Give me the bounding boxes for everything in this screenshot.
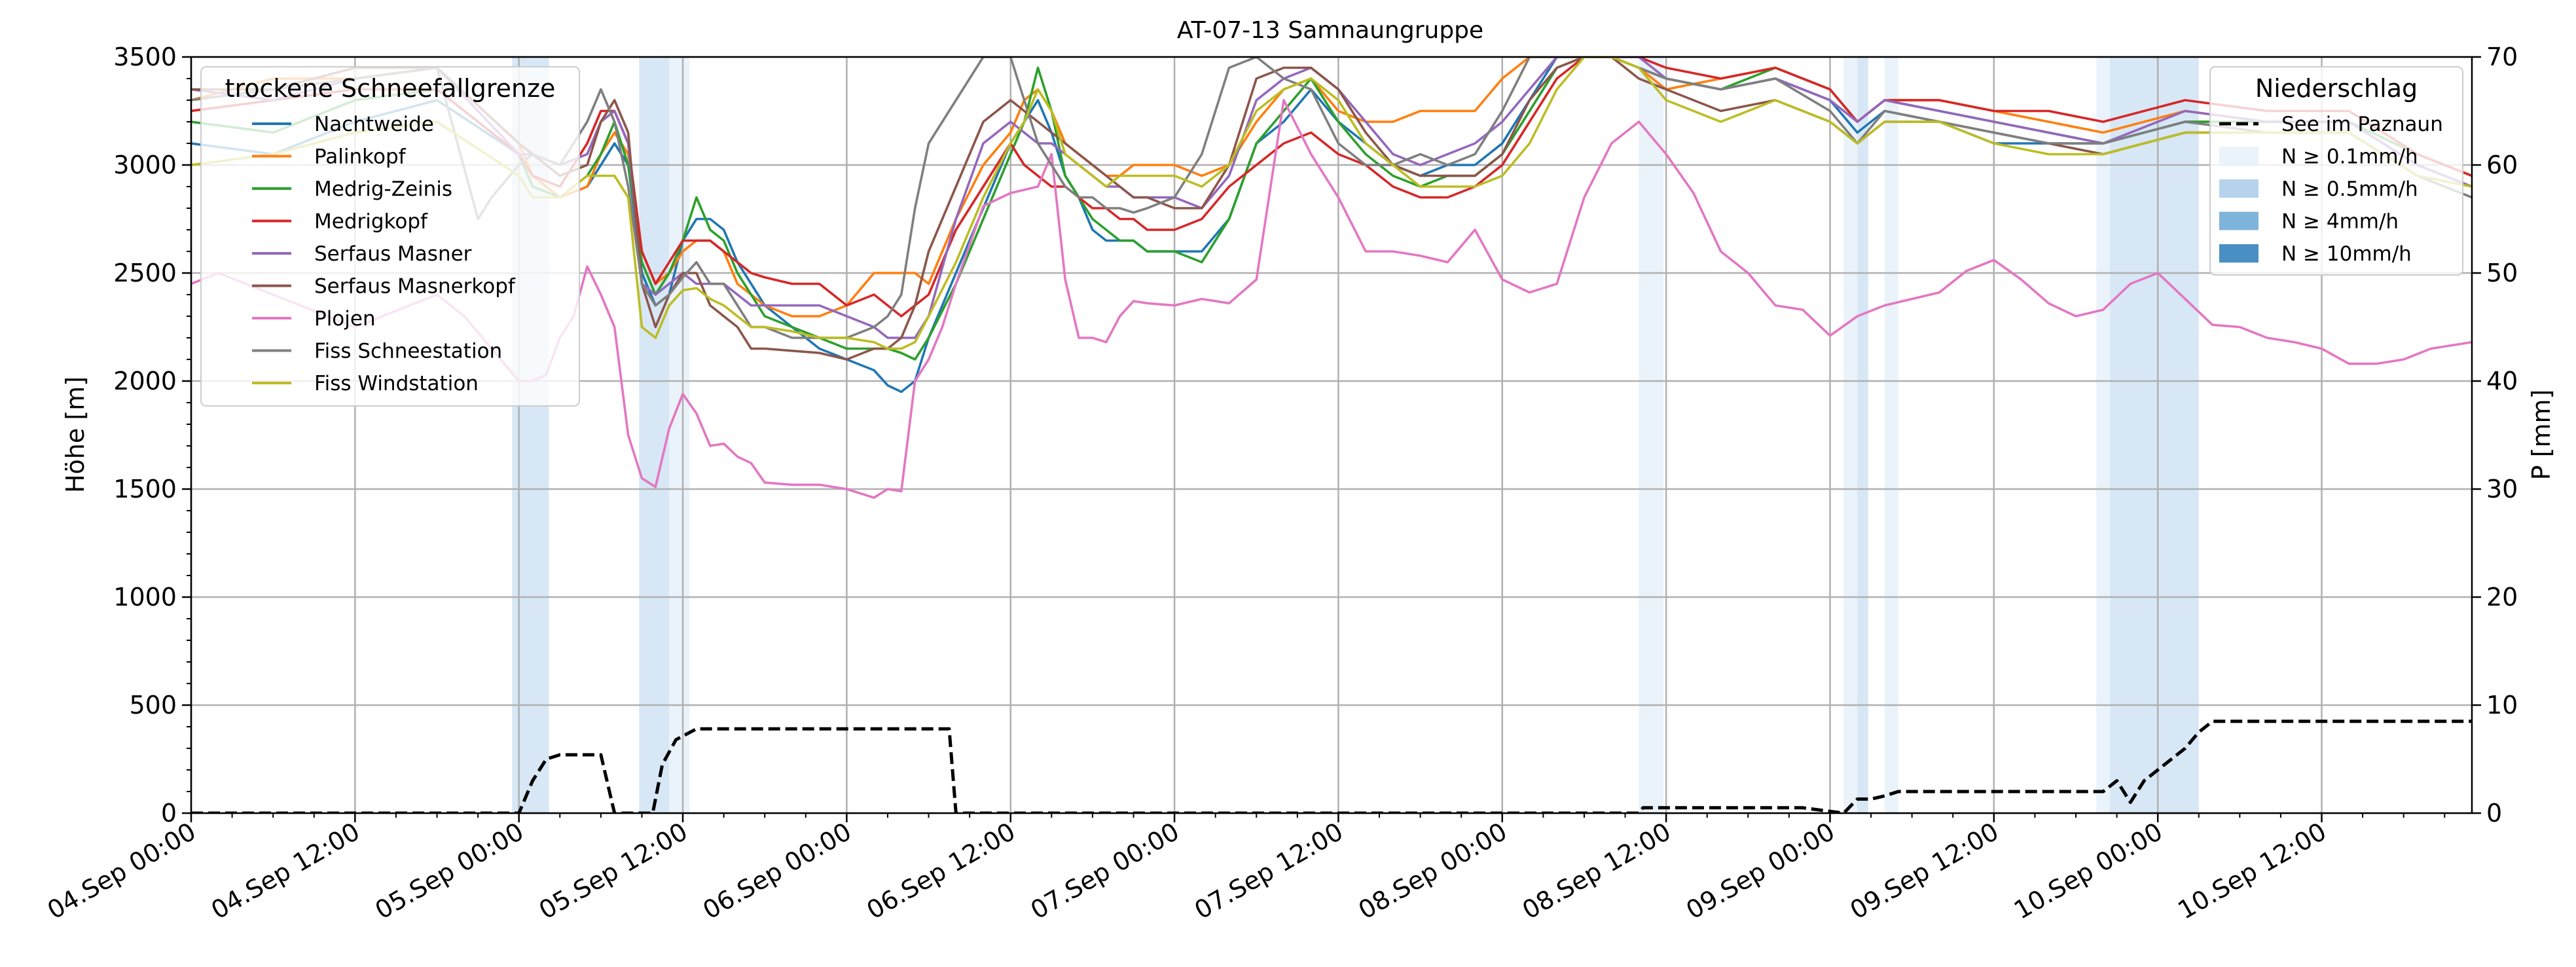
- legend-label: Serfaus Masner: [314, 242, 472, 266]
- y-tick-label: 1500: [113, 475, 177, 503]
- y2-tick-label: 30: [2486, 475, 2518, 503]
- x-tick-label: 07.Sep 12:00: [1189, 817, 1348, 925]
- series-line-medrig-zeinis: [191, 57, 2472, 361]
- x-tick-label: 04.Sep 00:00: [43, 817, 201, 925]
- legend-swatch: [2219, 147, 2259, 166]
- y-tick-label: 0: [161, 799, 177, 828]
- y-axis-label: Höhe [m]: [61, 376, 90, 493]
- y2-tick-label: 10: [2486, 691, 2518, 720]
- legend-label: Plojen: [314, 307, 376, 331]
- precipitation-bands: [512, 57, 2199, 813]
- y-tick-label: 2000: [113, 367, 177, 395]
- x-tick-label: 08.Sep 00:00: [1354, 817, 1512, 925]
- y-tick-label: 3000: [113, 151, 177, 179]
- x-tick-label: 10.Sep 12:00: [2173, 817, 2331, 925]
- precip-band-4: [1843, 57, 1858, 813]
- y2-tick-label: 0: [2486, 799, 2502, 828]
- x-tick-label: 05.Sep 00:00: [371, 817, 529, 925]
- y2-axis-label: P [mm]: [2527, 390, 2556, 481]
- precip-band-3: [1639, 57, 1663, 813]
- y-axis-right: 0 10 20 30 40 50 60 70: [2472, 43, 2518, 828]
- x-tick-label: 05.Sep 12:00: [534, 817, 693, 925]
- legend-right-title: Niederschlag: [2255, 74, 2418, 103]
- legend-swatch: [2219, 244, 2259, 263]
- legend-label: Palinkopf: [314, 145, 407, 169]
- legend-label: N ≥ 10mm/h: [2281, 242, 2412, 266]
- x-tick-label: 06.Sep 00:00: [698, 817, 856, 925]
- y-tick-label: 2500: [113, 259, 177, 287]
- x-tick-label: 04.Sep 12:00: [206, 817, 365, 925]
- precip-band-6: [1884, 57, 1898, 813]
- x-tick-label: 09.Sep 12:00: [1845, 817, 2004, 925]
- x-tick-label: 09.Sep 00:00: [1681, 817, 1840, 925]
- x-tick-label: 07.Sep 00:00: [1026, 817, 1184, 925]
- precip-band-8: [2110, 57, 2199, 813]
- x-tick-label: 08.Sep 12:00: [1517, 817, 1676, 925]
- series-line-see-im-paznaun: [191, 720, 2472, 813]
- chart-title: AT-07-13 Samnaungruppe: [1177, 17, 1483, 44]
- series-line-plojen: [191, 99, 2472, 500]
- legend-label: Fiss Schneestation: [314, 340, 502, 363]
- legend-label: See im Paznaun: [2281, 113, 2443, 136]
- precip-band-5: [1857, 57, 1868, 813]
- precip-band-7: [2096, 57, 2111, 813]
- series-line-medrigkopf: [191, 57, 2472, 318]
- series-line-fiss-windstation: [191, 57, 2472, 350]
- precip-band-2: [669, 57, 690, 813]
- y2-tick-label: 40: [2486, 367, 2518, 395]
- y2-tick-label: 60: [2486, 151, 2518, 179]
- y2-tick-label: 20: [2486, 583, 2518, 611]
- legend-label: Serfaus Masnerkopf: [314, 275, 516, 299]
- legend-right: Niederschlag See im Paznaun N ≥ 0.1mm/h N …: [2209, 66, 2463, 276]
- legend-label: Nachtweide: [314, 113, 434, 136]
- y2-tick-label: 70: [2486, 43, 2518, 71]
- legend-label: Medrig-Zeinis: [314, 177, 452, 201]
- y2-tick-label: 50: [2486, 259, 2518, 287]
- legend-swatch: [2219, 179, 2259, 198]
- legend-label: N ≥ 0.1mm/h: [2281, 145, 2418, 169]
- series-line-fiss-schneestation: [191, 57, 2472, 339]
- legend-label: N ≥ 0.5mm/h: [2281, 177, 2418, 201]
- legend-label: Medrigkopf: [314, 210, 428, 234]
- precip-band-1: [639, 57, 670, 813]
- legend-left-title: trockene Schneefallgrenze: [225, 74, 556, 103]
- x-tick-label: 10.Sep 00:00: [2009, 817, 2168, 925]
- x-tick-label: 06.Sep 12:00: [862, 817, 1021, 925]
- plot-frame: [190, 56, 2473, 814]
- y-tick-label: 3500: [113, 43, 177, 71]
- legend-label: Fiss Windstation: [314, 372, 479, 395]
- y-axis-left: 0 500 1000 1500 2000 2500 3000 3500: [113, 43, 191, 828]
- y-tick-label: 1000: [113, 583, 177, 611]
- legend-label: N ≥ 4mm/h: [2281, 210, 2399, 234]
- series-lines: [191, 57, 2472, 813]
- series-line-serfaus-masnerkopf: [191, 57, 2472, 361]
- legend-swatch: [2219, 211, 2259, 230]
- x-axis: 04.Sep 00:00 04.Sep 12:00 05.Sep 00:00 05.S…: [43, 813, 2446, 925]
- y-tick-label: 500: [129, 691, 177, 720]
- legend-left: trockene Schneefallgrenze Nachtweide Pali…: [200, 66, 580, 407]
